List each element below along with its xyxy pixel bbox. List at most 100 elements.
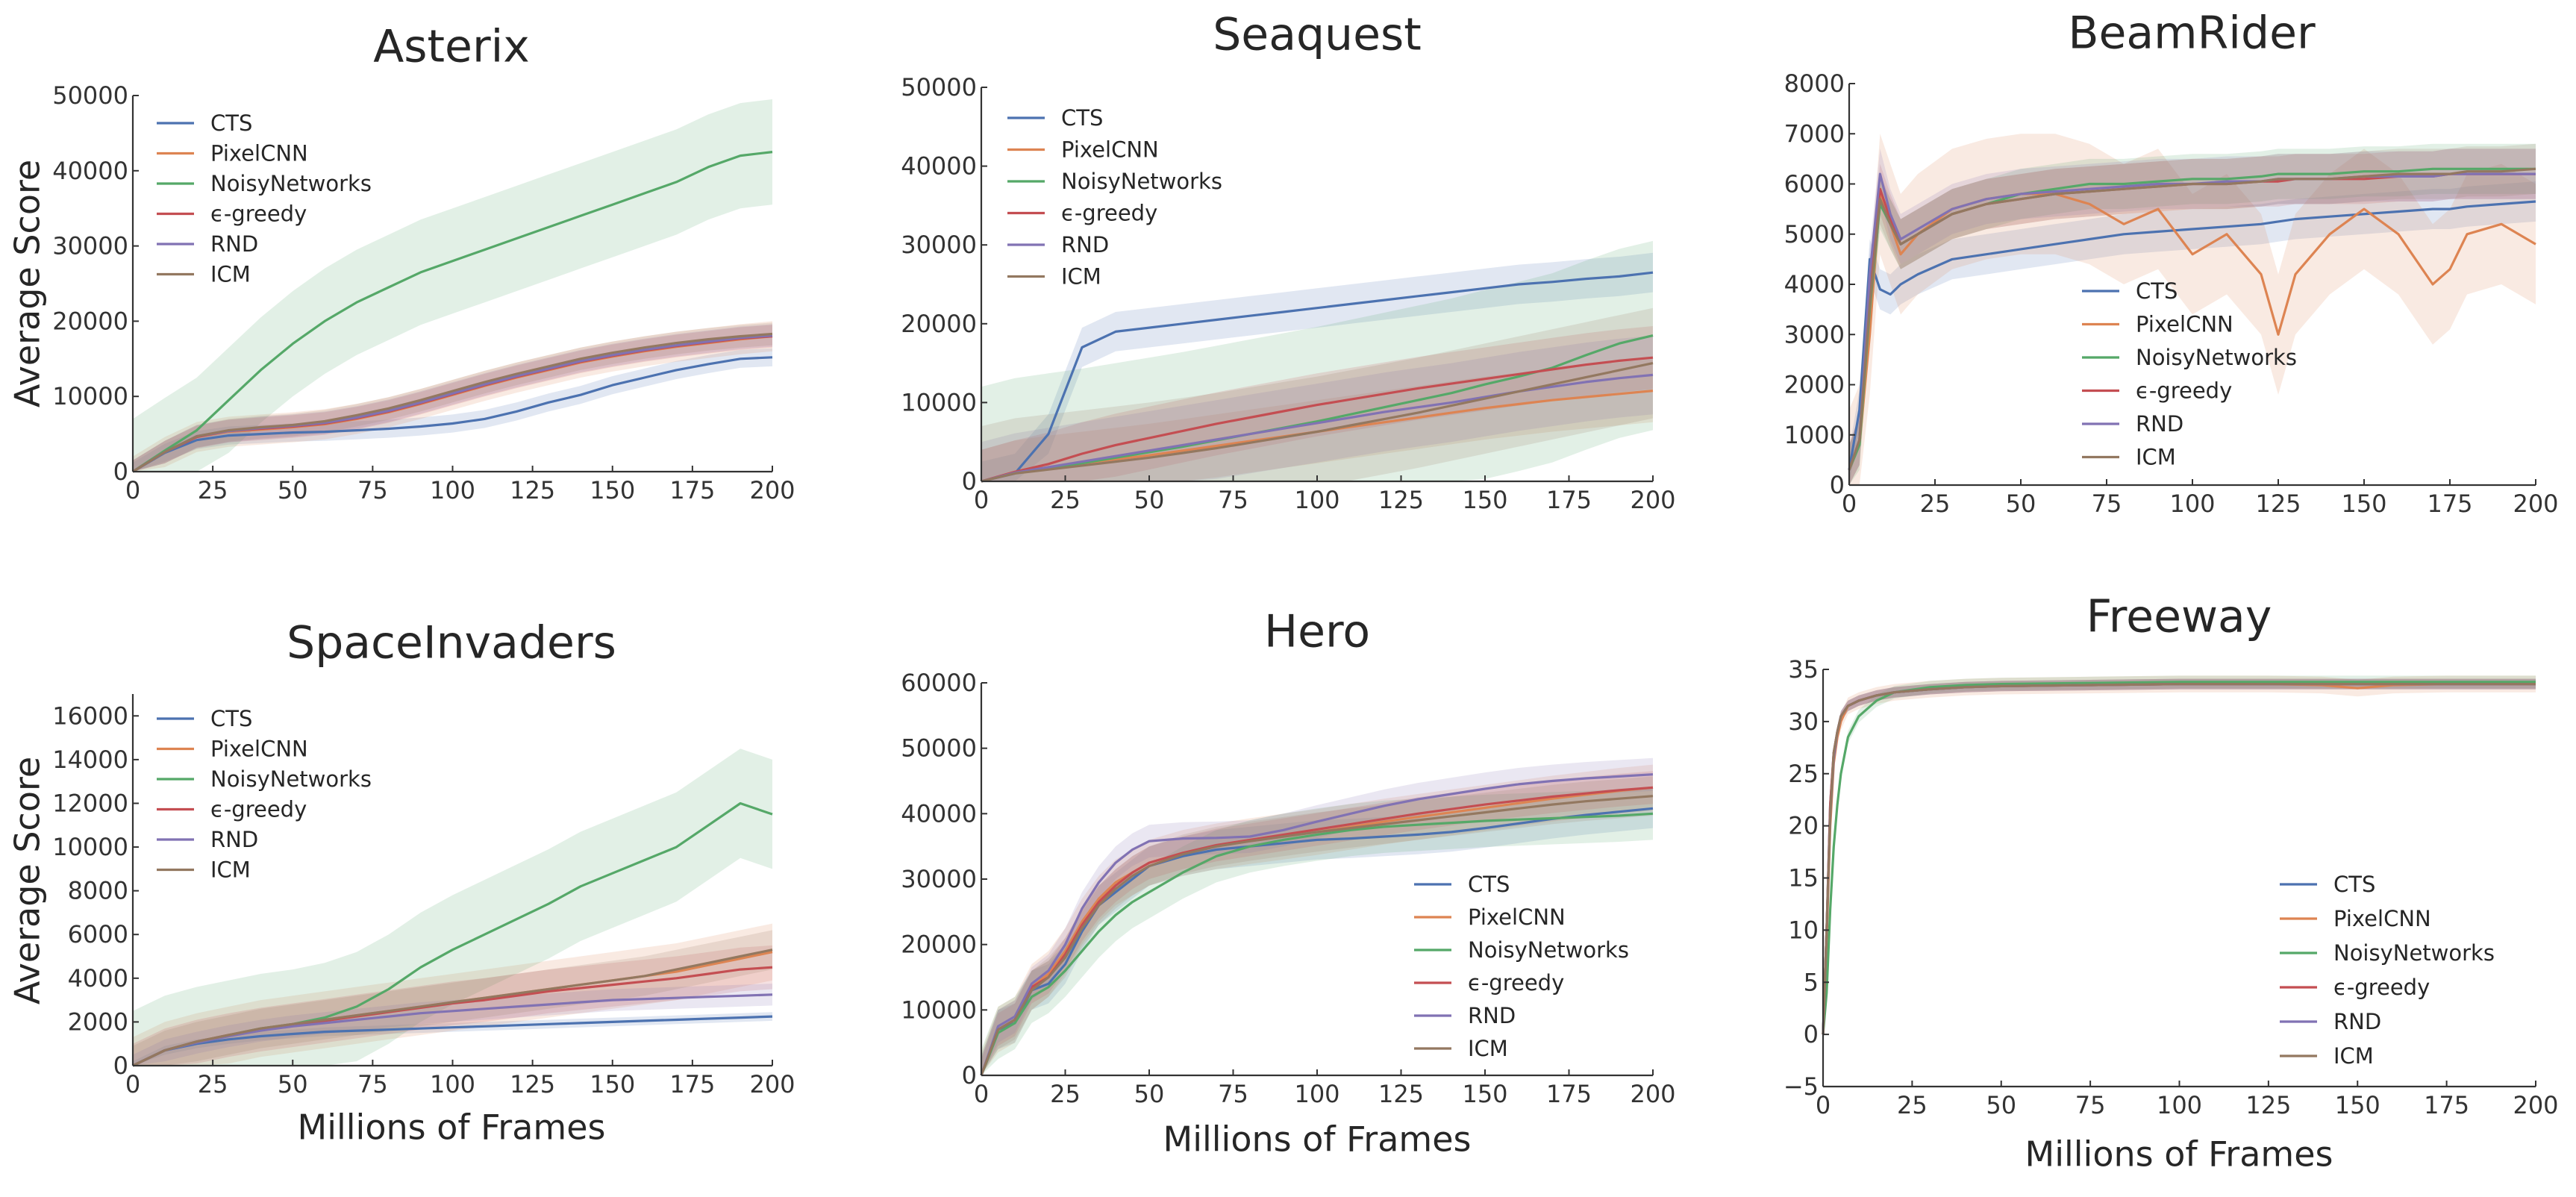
legend-label: RND — [2333, 1009, 2381, 1034]
x-tick-label: 100 — [430, 476, 475, 504]
legend-label: ϵ-greedy — [1468, 970, 1564, 996]
y-tick-label: 3000 — [1784, 320, 1845, 349]
y-tick-label: 50000 — [901, 73, 977, 101]
y-tick-label: 10 — [1788, 916, 1819, 944]
legend: CTS PixelCNN NoisyNetworks ϵ-greedy RND ICM — [157, 110, 372, 287]
legend-label: ICM — [2333, 1043, 2374, 1069]
x-tick-label: 75 — [1218, 486, 1248, 514]
series-line-noisynetworks — [1822, 681, 2536, 1035]
legend: CTS PixelCNN NoisyNetworks ϵ-greedy RND ICM — [1007, 105, 1222, 290]
legend-label: ϵ-greedy — [2333, 975, 2430, 1000]
series-line-pixelcnn — [1848, 193, 2536, 471]
x-tick-label: 75 — [2092, 490, 2122, 518]
series-lines — [1848, 167, 2536, 471]
x-tick-label: 125 — [2255, 490, 2301, 518]
x-tick-label: 75 — [357, 476, 388, 504]
x-tick-label: 125 — [1378, 486, 1424, 514]
band-rnd — [133, 324, 772, 472]
x-tick-label: 50 — [278, 1070, 308, 1098]
chart-spaceinvaders: SpaceInvaders Average Score Millions of Fr… — [7, 617, 795, 1148]
y-tick-label: 16000 — [52, 701, 128, 730]
y-tick-label: 6000 — [68, 920, 128, 948]
y-tick-label: 0 — [1830, 471, 1845, 499]
band-rnd — [1849, 149, 2536, 485]
y-tick-label: 14000 — [52, 746, 128, 774]
x-tick-label: 25 — [1050, 486, 1081, 514]
y-tick-label: 4000 — [1784, 270, 1845, 299]
series-line-cts — [981, 271, 1654, 483]
y-tick-label: 7000 — [1784, 119, 1845, 148]
legend-label: NoisyNetworks — [210, 171, 372, 196]
y-tick-label: −5 — [1783, 1072, 1819, 1101]
band-pixelcnn — [1849, 134, 2536, 486]
x-tick-label: 50 — [1134, 1080, 1165, 1108]
y-tick-label: 10000 — [52, 833, 128, 861]
x-tick-label: 0 — [974, 486, 989, 514]
series-line-rnd — [981, 373, 1654, 483]
legend-label: CTS — [2136, 278, 2178, 304]
legend-label: ICM — [210, 857, 251, 883]
chart-title: Hero — [1264, 606, 1370, 658]
y-tick-label: 30 — [1788, 707, 1819, 736]
legend: CTS PixelCNN NoisyNetworks ϵ-greedy RND ICM — [2082, 278, 2297, 470]
y-axis-label: Average Score — [7, 160, 48, 407]
x-tick-label: 100 — [1294, 486, 1339, 514]
band-greedy — [981, 771, 1653, 1075]
x-tick-label: 75 — [2075, 1091, 2106, 1119]
y-tick-label: 10000 — [901, 388, 977, 416]
x-axis-label: Millions of Frames — [2025, 1134, 2333, 1175]
x-tick-label: 25 — [1897, 1091, 1928, 1119]
band-noisynetworks — [133, 748, 772, 1066]
series-line-cts — [132, 1015, 773, 1067]
legend-label: RND — [1061, 232, 1109, 257]
y-tick-label: 20000 — [52, 307, 128, 335]
band-greedy — [133, 325, 772, 472]
x-tick-label: 75 — [1218, 1080, 1248, 1108]
band-cts — [981, 789, 1653, 1075]
y-tick-label: 10000 — [901, 996, 977, 1024]
legend-label: PixelCNN — [2333, 906, 2431, 931]
band-greedy — [1849, 149, 2536, 485]
x-tick-label: 100 — [1294, 1080, 1339, 1108]
band-rnd — [981, 335, 1653, 481]
band-icm — [133, 322, 772, 472]
band-icm — [981, 776, 1653, 1075]
x-tick-label: 50 — [1134, 486, 1165, 514]
series-line-icm — [132, 332, 773, 473]
x-tick-label: 200 — [1630, 1080, 1675, 1108]
x-axis-label: Millions of Frames — [298, 1107, 606, 1148]
confidence-bands — [133, 748, 772, 1066]
x-tick-label: 175 — [669, 476, 715, 504]
legend-label: PixelCNN — [210, 141, 308, 166]
legend-label: ϵ-greedy — [210, 201, 307, 227]
x-tick-label: 175 — [1546, 486, 1592, 514]
legend-label: NoisyNetworks — [1468, 937, 1629, 963]
x-tick-label: 200 — [749, 1070, 795, 1098]
series-lines — [1822, 681, 2536, 1035]
legend-label: ICM — [2136, 445, 2176, 470]
y-tick-label: 8000 — [68, 877, 128, 905]
legend-label: ϵ-greedy — [1061, 201, 1157, 226]
x-tick-label: 200 — [749, 476, 795, 504]
legend-label: RND — [210, 231, 258, 257]
x-tick-label: 150 — [1462, 486, 1507, 514]
y-tick-label: 20000 — [901, 931, 977, 959]
x-tick-label: 25 — [1050, 1080, 1081, 1108]
y-tick-label: 10000 — [52, 382, 128, 410]
y-tick-label: 6000 — [1784, 170, 1845, 199]
y-tick-label: 40000 — [52, 157, 128, 185]
legend: CTS PixelCNN NoisyNetworks ϵ-greedy RND ICM — [157, 706, 372, 883]
x-tick-label: 150 — [1462, 1080, 1507, 1108]
band-rnd — [981, 757, 1653, 1075]
y-tick-label: 0 — [962, 467, 977, 496]
legend-label: PixelCNN — [1061, 137, 1159, 163]
y-tick-label: 2000 — [1784, 371, 1845, 399]
series-line-greedy — [981, 356, 1654, 483]
band-greedy — [133, 945, 772, 1066]
y-tick-label: 8000 — [1784, 69, 1845, 98]
legend-label: PixelCNN — [2136, 312, 2233, 337]
x-tick-label: 175 — [1546, 1080, 1592, 1108]
